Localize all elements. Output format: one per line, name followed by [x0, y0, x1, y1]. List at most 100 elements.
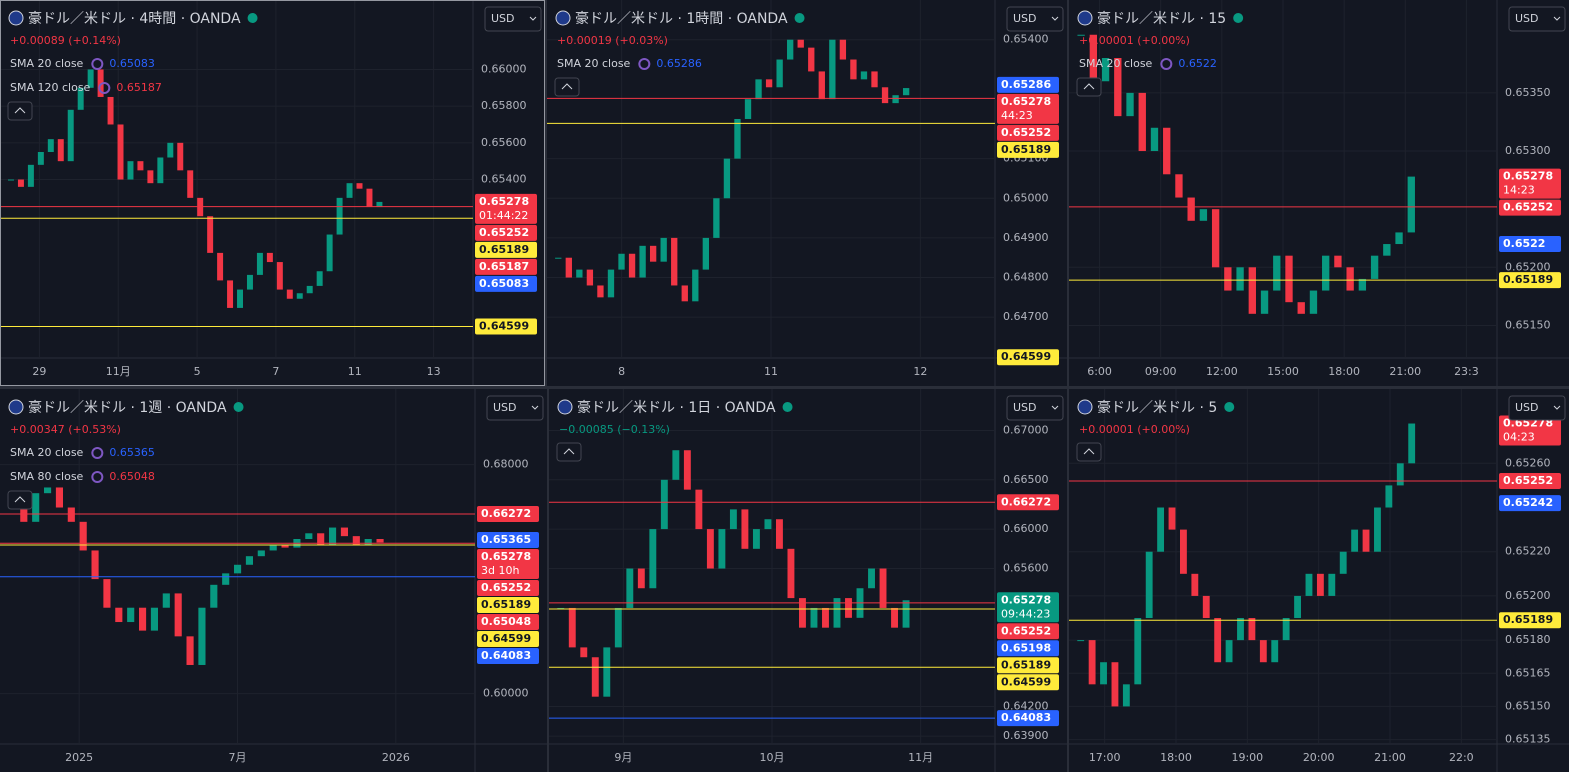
candle	[671, 237, 678, 286]
candle	[1271, 640, 1279, 663]
indicator-value: 0.6522	[1178, 57, 1217, 70]
collapse-button[interactable]	[7, 101, 33, 121]
price-badge	[1499, 168, 1561, 199]
currency-button[interactable]	[486, 395, 544, 421]
collapse-arrow	[561, 83, 573, 90]
y-tick-label: 0.65000	[1003, 191, 1049, 204]
candle	[1297, 302, 1305, 314]
candle	[764, 519, 772, 530]
currency-label: USD	[493, 401, 517, 414]
candle	[117, 124, 124, 180]
price-badge	[477, 580, 539, 597]
collapse-arrow	[1083, 448, 1095, 455]
candle	[810, 607, 818, 628]
indicator-icon	[98, 82, 111, 94]
price-badge-countdown: 3d 10h	[481, 564, 519, 577]
y-tick-label: 0.65220	[1505, 545, 1551, 558]
chart-panel[interactable]: 0.65260 0.65220 0.65200 0.65180 0.65165 0.651…	[1069, 389, 1569, 772]
collapse-button[interactable]	[554, 77, 580, 97]
price-badge	[475, 318, 537, 335]
x-tick-label: 09:00	[1145, 365, 1177, 378]
currency-button[interactable]	[484, 6, 542, 32]
collapse-button[interactable]	[1076, 442, 1102, 462]
candle	[67, 507, 75, 522]
candle	[356, 183, 363, 189]
price-badge-countdown: 44:23	[1001, 109, 1033, 122]
candle	[1309, 290, 1318, 314]
price-badge-label: 0.65252	[1503, 474, 1553, 487]
candle	[1211, 209, 1220, 268]
candle	[860, 71, 868, 80]
candle	[565, 257, 572, 278]
candle	[87, 69, 94, 88]
chart: 0.654000.651000.650000.649000.648000.647…	[547, 0, 1067, 386]
candle	[157, 157, 164, 184]
candle	[713, 198, 720, 238]
candle	[1122, 684, 1130, 707]
candle	[167, 142, 174, 158]
candle	[1322, 255, 1330, 291]
collapse-button[interactable]	[7, 490, 33, 510]
currency-button[interactable]	[1508, 6, 1566, 32]
candle	[37, 151, 44, 165]
y-tick-label: 0.66000	[1003, 522, 1049, 535]
y-tick-label: 0.65150	[1505, 318, 1551, 331]
chart-panel[interactable]: 0.65350 0.65300 0.65200 0.65150 6:00 09:00 12:…	[1069, 0, 1569, 386]
y-tick-label: 0.65600	[1003, 562, 1049, 575]
candle	[305, 533, 313, 540]
candle	[1077, 34, 1085, 36]
currency-button[interactable]	[1006, 6, 1064, 32]
price-badge-label: 0.64599	[481, 632, 531, 645]
candle	[1370, 255, 1379, 279]
candle	[799, 598, 806, 628]
change-text: +0.00347 (+0.53%)	[10, 423, 121, 436]
price-badge	[997, 710, 1059, 727]
indicator-value: 0.65048	[109, 470, 155, 483]
symbol-title: 豪ドル／米ドル · 5	[1097, 400, 1217, 416]
collapse-button[interactable]	[1076, 77, 1102, 97]
y-tick-label: 0.65300	[1505, 144, 1551, 157]
chart-panel[interactable]: 0.65400 0.65100 0.65000 0.64900 0.64800 0.647…	[547, 0, 1067, 386]
candle	[366, 188, 373, 208]
price-badge-label: 0.64599	[479, 319, 529, 332]
status-dot	[247, 13, 258, 23]
candle	[207, 216, 214, 253]
flag-icon	[1077, 10, 1093, 26]
currency-button[interactable]	[1508, 395, 1566, 421]
candle	[210, 584, 218, 608]
candle	[316, 271, 323, 286]
price-badge-label: 0.65189	[1503, 273, 1553, 286]
currency-label: USD	[1515, 401, 1539, 414]
y-tick-label: 0.65135	[1505, 733, 1551, 746]
candle	[580, 647, 588, 658]
chart: 0.65260 0.65220 0.65200 0.65180 0.65165 0.651…	[1069, 389, 1569, 772]
candle	[67, 109, 74, 162]
candle	[755, 79, 762, 100]
candle	[27, 164, 34, 187]
candle	[1134, 618, 1142, 685]
candle	[32, 493, 40, 522]
chart-panel[interactable]: 0.67000 0.66500 0.66000 0.65600 0.64200 0.639…	[549, 389, 1067, 772]
collapse-button[interactable]	[556, 442, 582, 462]
indicator-label: SMA 20 close	[1079, 57, 1153, 70]
candle	[1259, 640, 1267, 663]
candle	[741, 509, 749, 549]
candle	[1385, 485, 1393, 508]
candle	[1199, 209, 1208, 221]
dropdown-arrow	[1051, 16, 1059, 21]
candle	[1248, 618, 1256, 641]
chart-panel[interactable]: 0.68000 0.60000 2025 7月 2026 0.66272 0.65365 0.…	[0, 389, 547, 772]
x-tick-label: 7	[272, 365, 279, 378]
candle	[245, 556, 253, 565]
chart-panel[interactable]: 0.66000 0.65800 0.65600 0.65400 29 11月 5 7 11 13 0…	[0, 0, 545, 386]
candle	[1157, 507, 1165, 552]
currency-button[interactable]	[1006, 395, 1064, 421]
flag-icon	[1077, 399, 1093, 415]
candle	[1202, 595, 1210, 619]
price-badge-label: 0.65083	[479, 277, 529, 290]
price-badge-countdown: 09:44:23	[1001, 607, 1050, 620]
candle	[7, 179, 14, 181]
x-tick-label: 21:00	[1374, 751, 1406, 764]
price-badge	[1499, 472, 1561, 489]
